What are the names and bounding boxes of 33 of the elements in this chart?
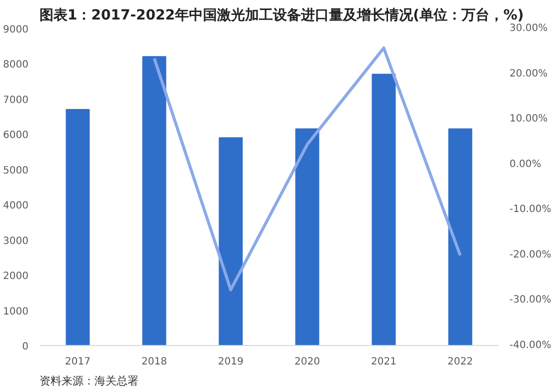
y-tick-label: 5000 [3,165,29,176]
x-tick-label: 2022 [448,356,473,368]
y-tick-label: 4000 [3,200,29,212]
y-tick-label: 0 [22,342,29,352]
chart-title: 图表1：2017-2022年中国激光加工设备进口量及增长情况(单位：万台，%) [40,8,524,24]
bar [142,56,166,346]
x-tick-label: 2019 [218,356,244,368]
bar [295,128,320,346]
text: 资料来源：海关总署 [40,374,138,388]
y-tick-label: 3000 [3,236,29,247]
bar [448,128,472,346]
x-tick-label: 2018 [142,356,167,368]
y-tick-label: 6000 [3,130,29,142]
y2-tick-label: 30.00% [510,23,548,34]
y2-tick-label: -40.00% [510,340,552,351]
y2-tick-label: -10.00% [510,204,552,216]
y2-tick-label: 20.00% [510,68,548,80]
y2-tick-label: 10.00% [510,114,548,125]
bar [372,74,396,346]
x-tick-label: 2017 [65,356,90,368]
x-tick-label: 2020 [294,356,320,368]
y2-tick-label: 0.00% [510,158,542,170]
bar [66,109,90,346]
y-tick-label: 7000 [3,94,29,106]
y-tick-label: 9000 [3,24,29,36]
bar [218,137,243,346]
line-series [152,46,462,292]
y2-tick-label: -20.00% [510,249,552,260]
y-tick-label: 8000 [3,60,29,71]
y-tick-label: 2000 [3,271,29,282]
y2-tick-label: -30.00% [510,294,552,306]
y-tick-label: 1000 [3,306,29,318]
x-tick-label: 2021 [371,356,396,368]
